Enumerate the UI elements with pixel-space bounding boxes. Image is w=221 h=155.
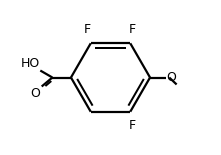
Text: F: F bbox=[84, 23, 91, 36]
Text: O: O bbox=[30, 87, 40, 100]
Text: O: O bbox=[166, 71, 176, 84]
Text: F: F bbox=[129, 119, 136, 132]
Text: F: F bbox=[129, 23, 136, 36]
Text: HO: HO bbox=[20, 57, 40, 70]
